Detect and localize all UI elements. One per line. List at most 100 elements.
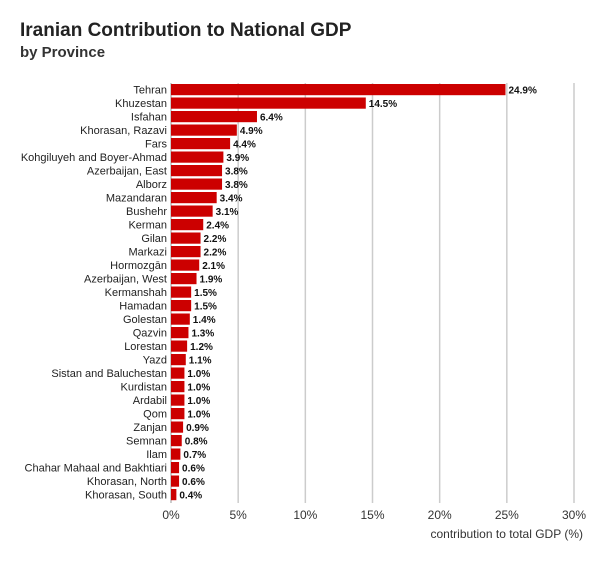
value-label: 6.4% bbox=[260, 113, 283, 124]
category-label: Azerbaijan, East bbox=[87, 166, 167, 178]
chart-subtitle: by Province bbox=[20, 44, 106, 61]
x-tick-label: 0% bbox=[162, 508, 180, 522]
bar bbox=[171, 367, 185, 379]
value-label: 1.4% bbox=[193, 315, 216, 326]
x-tick-label: 20% bbox=[428, 508, 452, 522]
category-label: Lorestan bbox=[124, 341, 167, 353]
bar bbox=[171, 462, 180, 474]
value-label: 1.0% bbox=[187, 383, 210, 394]
x-axis-ticks: 0% 5% 10% 15% 20% 25% 30% bbox=[162, 508, 586, 522]
category-label: Fars bbox=[145, 139, 168, 151]
category-label: Khuzestan bbox=[115, 98, 167, 110]
bar bbox=[171, 232, 201, 244]
bar bbox=[171, 286, 192, 298]
x-axis-label: contribution to total GDP (%) bbox=[430, 527, 583, 541]
category-label: Hormozgān bbox=[110, 260, 167, 272]
bar bbox=[171, 138, 231, 150]
category-label: Zanjan bbox=[133, 422, 167, 434]
category-label: Qazvin bbox=[133, 328, 167, 340]
category-label: Khorasan, South bbox=[85, 490, 167, 502]
category-label: Kerman bbox=[128, 220, 167, 232]
bar bbox=[171, 259, 200, 271]
bar bbox=[171, 111, 257, 123]
value-label: 1.0% bbox=[187, 369, 210, 380]
bar bbox=[171, 273, 197, 285]
category-label: Yazd bbox=[143, 355, 167, 367]
bar bbox=[171, 192, 217, 204]
value-label: 0.6% bbox=[182, 464, 205, 475]
bar bbox=[171, 205, 213, 217]
bar bbox=[171, 165, 223, 177]
bar bbox=[171, 421, 184, 433]
category-label: Gilan bbox=[141, 233, 167, 245]
x-tick-label: 30% bbox=[562, 508, 586, 522]
value-label: 3.4% bbox=[220, 194, 243, 205]
value-label: 2.2% bbox=[204, 234, 227, 245]
category-label: Khorasan, Razavi bbox=[80, 125, 167, 137]
value-label: 1.0% bbox=[187, 396, 210, 407]
bar bbox=[171, 246, 201, 258]
value-label: 3.9% bbox=[226, 153, 249, 164]
value-label: 1.5% bbox=[194, 302, 217, 313]
category-label: Markazi bbox=[128, 247, 167, 259]
category-label: Sistan and Baluchestan bbox=[51, 368, 167, 380]
category-label: Ardabil bbox=[133, 395, 167, 407]
value-label: 4.4% bbox=[233, 140, 256, 151]
bar bbox=[171, 300, 192, 312]
category-label: Golestan bbox=[123, 314, 167, 326]
bar bbox=[171, 178, 223, 190]
bar bbox=[171, 408, 185, 420]
category-label: Khorasan, North bbox=[87, 476, 167, 488]
x-tick-label: 25% bbox=[495, 508, 519, 522]
value-label: 0.4% bbox=[179, 491, 202, 502]
category-label: Semnan bbox=[126, 436, 167, 448]
bar bbox=[171, 327, 189, 339]
category-label: Azerbaijan, West bbox=[84, 274, 167, 286]
gridlines bbox=[170, 83, 575, 503]
bar bbox=[171, 448, 181, 460]
x-tick-label: 10% bbox=[293, 508, 317, 522]
value-label: 3.8% bbox=[225, 167, 248, 178]
value-label: 2.4% bbox=[206, 221, 229, 232]
bar bbox=[171, 313, 190, 325]
category-label: Kohgiluyeh and Boyer-Ahmad bbox=[21, 152, 167, 164]
category-label: Tehran bbox=[133, 85, 167, 97]
value-label: 4.9% bbox=[240, 126, 263, 137]
value-label: 3.8% bbox=[225, 180, 248, 191]
value-label: 1.5% bbox=[194, 288, 217, 299]
bar bbox=[171, 124, 237, 136]
value-label: 2.2% bbox=[204, 248, 227, 259]
value-label: 14.5% bbox=[369, 99, 397, 110]
category-label: Hamadan bbox=[119, 301, 167, 313]
value-label: 3.1% bbox=[216, 207, 239, 218]
category-label: Mazandaran bbox=[106, 193, 167, 205]
value-label: 0.7% bbox=[183, 450, 206, 461]
bar bbox=[171, 340, 188, 352]
chart-title: Iranian Contribution to National GDP bbox=[20, 20, 352, 41]
value-label: 1.3% bbox=[191, 329, 214, 340]
category-label: Qom bbox=[143, 409, 167, 421]
value-label: 0.9% bbox=[186, 423, 209, 434]
value-label: 1.9% bbox=[200, 275, 223, 286]
bar bbox=[171, 354, 186, 366]
category-label: Isfahan bbox=[131, 112, 167, 124]
bar bbox=[171, 435, 182, 447]
value-label: 1.1% bbox=[189, 356, 212, 367]
bar bbox=[171, 97, 366, 109]
x-tick-label: 15% bbox=[360, 508, 384, 522]
bar bbox=[171, 381, 185, 393]
bar bbox=[171, 219, 204, 231]
bar bbox=[171, 84, 506, 96]
category-label: Alborz bbox=[136, 179, 167, 191]
bar bbox=[171, 151, 224, 163]
bars bbox=[171, 84, 506, 501]
value-labels: 24.9% 14.5% 6.4% 4.9% 4.4% 3.9% 3.8% 3.8% 3.4% 3.… bbox=[179, 86, 537, 502]
category-label: Kurdistan bbox=[121, 382, 167, 394]
value-label: 2.1% bbox=[202, 261, 225, 272]
category-label: Ilam bbox=[146, 449, 167, 461]
bar bbox=[171, 475, 180, 487]
category-label: Chahar Mahaal and Bakhtiari bbox=[25, 463, 167, 475]
category-label: Kermanshah bbox=[105, 287, 167, 299]
